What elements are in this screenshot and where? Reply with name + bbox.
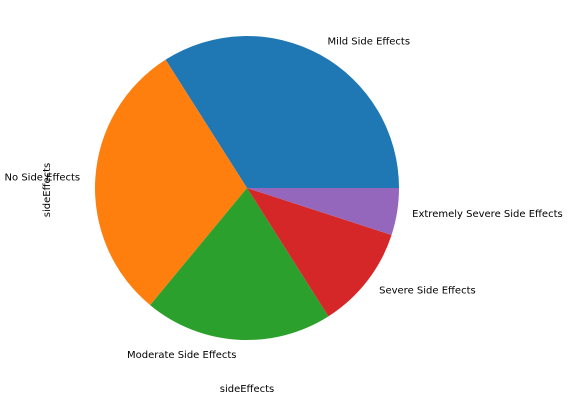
slice-labels: Mild Side Effects No Side Effects Moderate… [5,36,563,360]
pie-slice-no-side-effects [94,59,247,306]
pie-slice-extremely-severe-side-effects [247,188,399,235]
x-axis-label: sideEffects [220,384,274,395]
slice-label: Extremely Severe Side Effects [412,209,563,220]
slice-label: Moderate Side Effects [127,350,237,361]
slice-label: Mild Side Effects [328,36,411,47]
slice-label: No Side Effects [5,173,81,184]
pie-slice-severe-side-effects [247,188,392,317]
slice-label: Severe Side Effects [379,285,476,296]
pie-slice-moderate-side-effects [150,188,329,340]
pie-slice-mild-side-effects [165,36,399,188]
series-name-label: sideEffects [42,163,53,217]
pie-slices [94,36,399,340]
